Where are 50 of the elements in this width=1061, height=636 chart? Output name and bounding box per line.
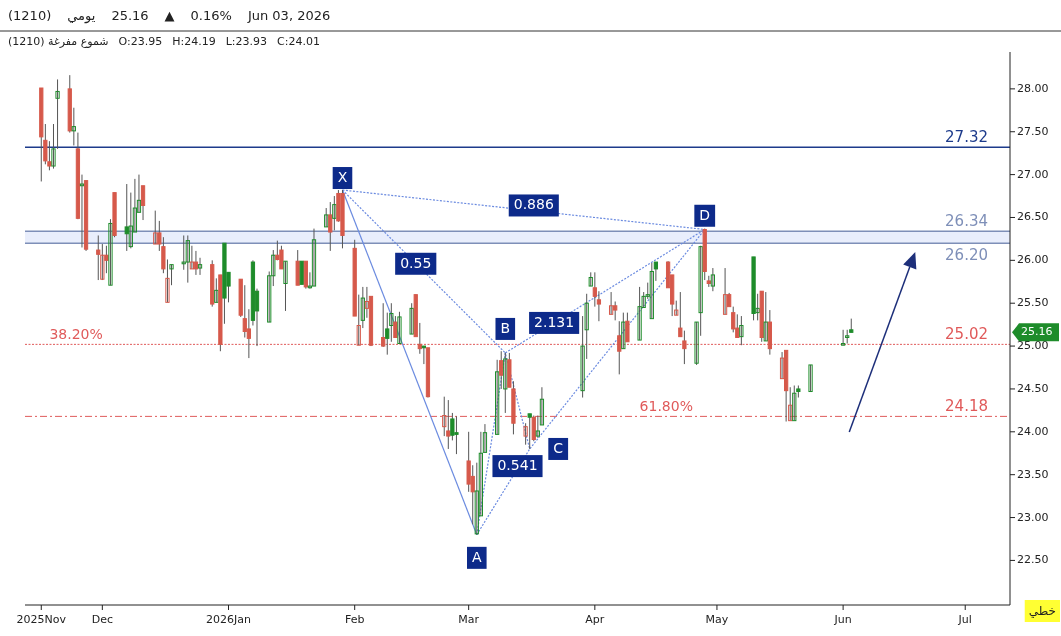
y-tick-label: 24.00 <box>1017 424 1049 438</box>
ref-line-label: 26.34 <box>945 212 988 231</box>
x-tick-label: Mar <box>458 613 480 626</box>
chart-title: يومي <box>67 8 96 24</box>
text: L:23.93 <box>225 35 268 48</box>
chart-subtitle: شموع مفرغة (1210) <box>8 35 109 48</box>
text: H:24.19 <box>172 35 216 48</box>
text: O:23.95 <box>118 35 163 48</box>
text: 25.16 <box>111 8 149 23</box>
x-tick-label: Jul <box>957 613 972 626</box>
y-tick-label: 26.00 <box>1017 253 1049 267</box>
text: ▲ <box>164 8 175 23</box>
annotation: 0.886 <box>513 196 554 213</box>
text: خطي <box>1028 603 1056 618</box>
x-tick-label: 2026Jan <box>206 613 252 626</box>
y-tick-label: 23.00 <box>1017 510 1049 524</box>
y-tick-label: 23.50 <box>1017 467 1049 481</box>
x-tick-label: Jun <box>833 613 852 626</box>
y-tick-label: 27.00 <box>1017 167 1049 181</box>
x-tick-label: Apr <box>585 613 605 626</box>
annotation: X <box>337 169 348 186</box>
y-tick-label: 25.50 <box>1017 296 1049 310</box>
ref-line-label: 24.18 <box>945 397 988 416</box>
x-tick-label: May <box>705 613 729 626</box>
text: (1210) <box>8 8 52 23</box>
y-tick-label: 22.50 <box>1017 553 1049 567</box>
x-tick-label: Feb <box>344 613 365 626</box>
ref-line-label: 26.20 <box>945 246 988 265</box>
annotation: D <box>699 206 711 223</box>
annotation: B <box>500 319 511 336</box>
text: Jun 03, 2026 <box>246 8 331 23</box>
y-tick-label: 26.50 <box>1017 210 1049 224</box>
text: C:24.01 <box>277 35 320 48</box>
ref-line-label: 25.02 <box>945 325 988 344</box>
y-tick-label: 27.50 <box>1017 124 1049 138</box>
x-tick-label: 2025Nov <box>16 613 67 626</box>
annotation: 38.20% <box>49 326 103 343</box>
y-tick-label: 24.50 <box>1017 381 1049 395</box>
text: 25.16 <box>1021 325 1053 339</box>
annotation: 0.541 <box>497 457 538 474</box>
annotation: 2.131 <box>534 313 575 330</box>
y-tick-label: 25.00 <box>1017 339 1049 353</box>
annotation: 0.55 <box>400 254 432 271</box>
x-tick-label: Dec <box>91 613 113 626</box>
ref-line-label: 27.32 <box>945 128 988 147</box>
annotation: 61.80% <box>639 398 693 415</box>
y-tick-label: 28.00 <box>1017 81 1049 95</box>
text: 0.16% <box>190 8 232 23</box>
annotation: C <box>553 439 564 456</box>
annotation: A <box>472 548 483 565</box>
